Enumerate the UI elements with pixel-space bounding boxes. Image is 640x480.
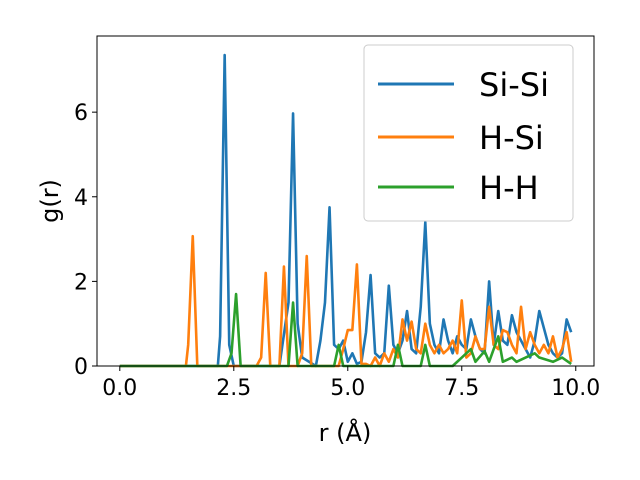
y-tick-label: 2 — [74, 270, 88, 295]
x-ticks: 0.0 2.5 5.0 7.5 10.0 — [102, 366, 600, 401]
x-tick-label: 7.5 — [444, 376, 479, 401]
x-tick-label: 2.5 — [216, 376, 251, 401]
legend-label-h-h: H-H — [479, 169, 539, 207]
y-tick-label: 4 — [74, 186, 88, 211]
legend-label-h-si: H-Si — [479, 119, 544, 157]
series-line-h-h — [119, 292, 572, 368]
legend: Si-Si H-Si H-H — [363, 44, 574, 222]
y-axis-label: g(r) — [36, 179, 64, 223]
legend-label-si-si: Si-Si — [479, 66, 549, 104]
x-axis-label: r (Å) — [319, 418, 372, 447]
y-ticks: 0 2 4 6 — [74, 101, 97, 380]
x-tick-label: 5.0 — [330, 376, 365, 401]
x-tick-label: 10.0 — [551, 376, 600, 401]
series-line-si-si — [119, 53, 573, 368]
x-tick-label: 0.0 — [102, 376, 137, 401]
legend-box — [363, 44, 574, 222]
y-tick-label: 0 — [74, 355, 88, 380]
y-tick-label: 6 — [74, 101, 88, 126]
axes-frame — [96, 35, 595, 367]
